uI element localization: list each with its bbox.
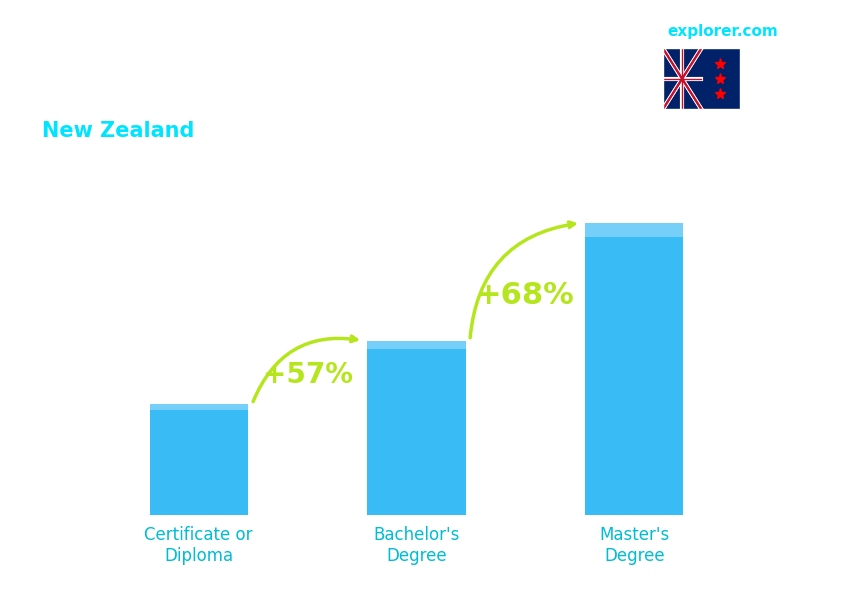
Text: salary: salary	[612, 24, 665, 39]
Text: +57%: +57%	[263, 361, 353, 390]
Text: Average Yearly Salary: Average Yearly Salary	[819, 242, 830, 364]
Bar	[586, 223, 683, 515]
Text: +68%: +68%	[476, 281, 575, 310]
Bar	[367, 341, 466, 515]
Text: 24,400 NZD: 24,400 NZD	[144, 382, 235, 398]
Text: New Zealand: New Zealand	[42, 121, 195, 141]
Text: 64,300 NZD: 64,300 NZD	[580, 201, 672, 216]
Text: Salary Comparison By Education: Salary Comparison By Education	[42, 36, 599, 65]
Text: 38,400 NZD: 38,400 NZD	[351, 319, 443, 334]
Bar	[367, 341, 466, 349]
Text: explorer.com: explorer.com	[667, 24, 778, 39]
Bar	[586, 223, 683, 238]
Bar	[150, 404, 247, 515]
Bar	[150, 404, 247, 410]
Text: Health and Safety Officer: Health and Safety Officer	[42, 85, 325, 105]
